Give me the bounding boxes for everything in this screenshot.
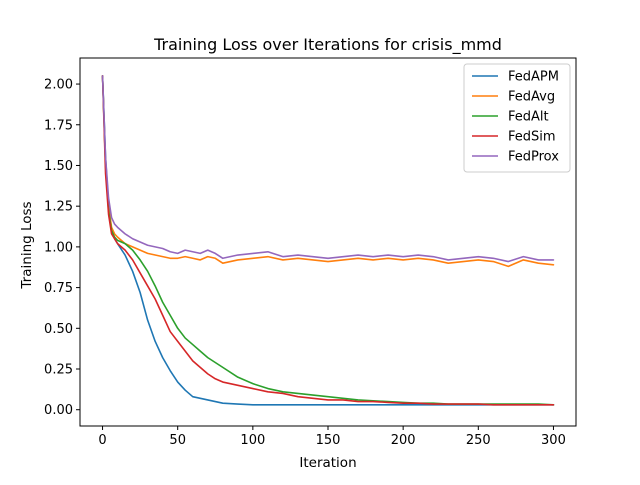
- series-line-fedprox: [101, 75, 555, 263]
- legend-label-fedprox: FedProx: [508, 150, 559, 165]
- y-tick-label: 1.25: [44, 200, 73, 215]
- x-tick-label: 300: [541, 433, 566, 448]
- x-tick-label: 0: [98, 433, 106, 448]
- y-tick-label: 0.00: [44, 403, 73, 418]
- series-line-fedavg: [101, 75, 555, 268]
- legend-box: [463, 63, 571, 173]
- x-tick-label: 100: [240, 433, 265, 448]
- legend-label-fedsim: FedSim: [508, 130, 556, 145]
- chart-title: Training Loss over Iterations for crisis…: [153, 35, 502, 55]
- x-axis-ticks: 0 50 100 150 200 250 300: [98, 426, 566, 448]
- y-tick-label: 0.25: [44, 363, 73, 378]
- y-tick-label: 2.00: [44, 78, 73, 93]
- legend-label-fedavg: FedAvg: [508, 90, 555, 105]
- y-tick-label: 0.75: [44, 281, 73, 296]
- y-axis-ticks: 0.00 0.25 0.50 0.75 1.00 1.25 1.50 1.75 2.00: [44, 78, 80, 418]
- series-layer: [101, 75, 555, 406]
- y-tick-label: 0.50: [44, 322, 73, 337]
- x-tick-label: 200: [391, 433, 416, 448]
- x-tick-label: 250: [466, 433, 491, 448]
- x-axis-label: Iteration: [299, 455, 356, 471]
- x-tick-label: 50: [169, 433, 186, 448]
- y-tick-label: 1.75: [44, 118, 73, 133]
- y-axis-label: Training Loss: [19, 201, 35, 289]
- y-tick-label: 1.00: [44, 240, 73, 255]
- series-line-fedapm: [101, 75, 555, 406]
- legend-label-fedalt: FedAlt: [508, 110, 549, 125]
- series-line-fedsim: [101, 75, 555, 406]
- legend: FedAPM FedAvg FedAlt FedSim FedProx: [463, 63, 571, 173]
- x-tick-label: 150: [316, 433, 341, 448]
- y-tick-label: 1.50: [44, 159, 73, 174]
- legend-label-fedapm: FedAPM: [508, 70, 559, 85]
